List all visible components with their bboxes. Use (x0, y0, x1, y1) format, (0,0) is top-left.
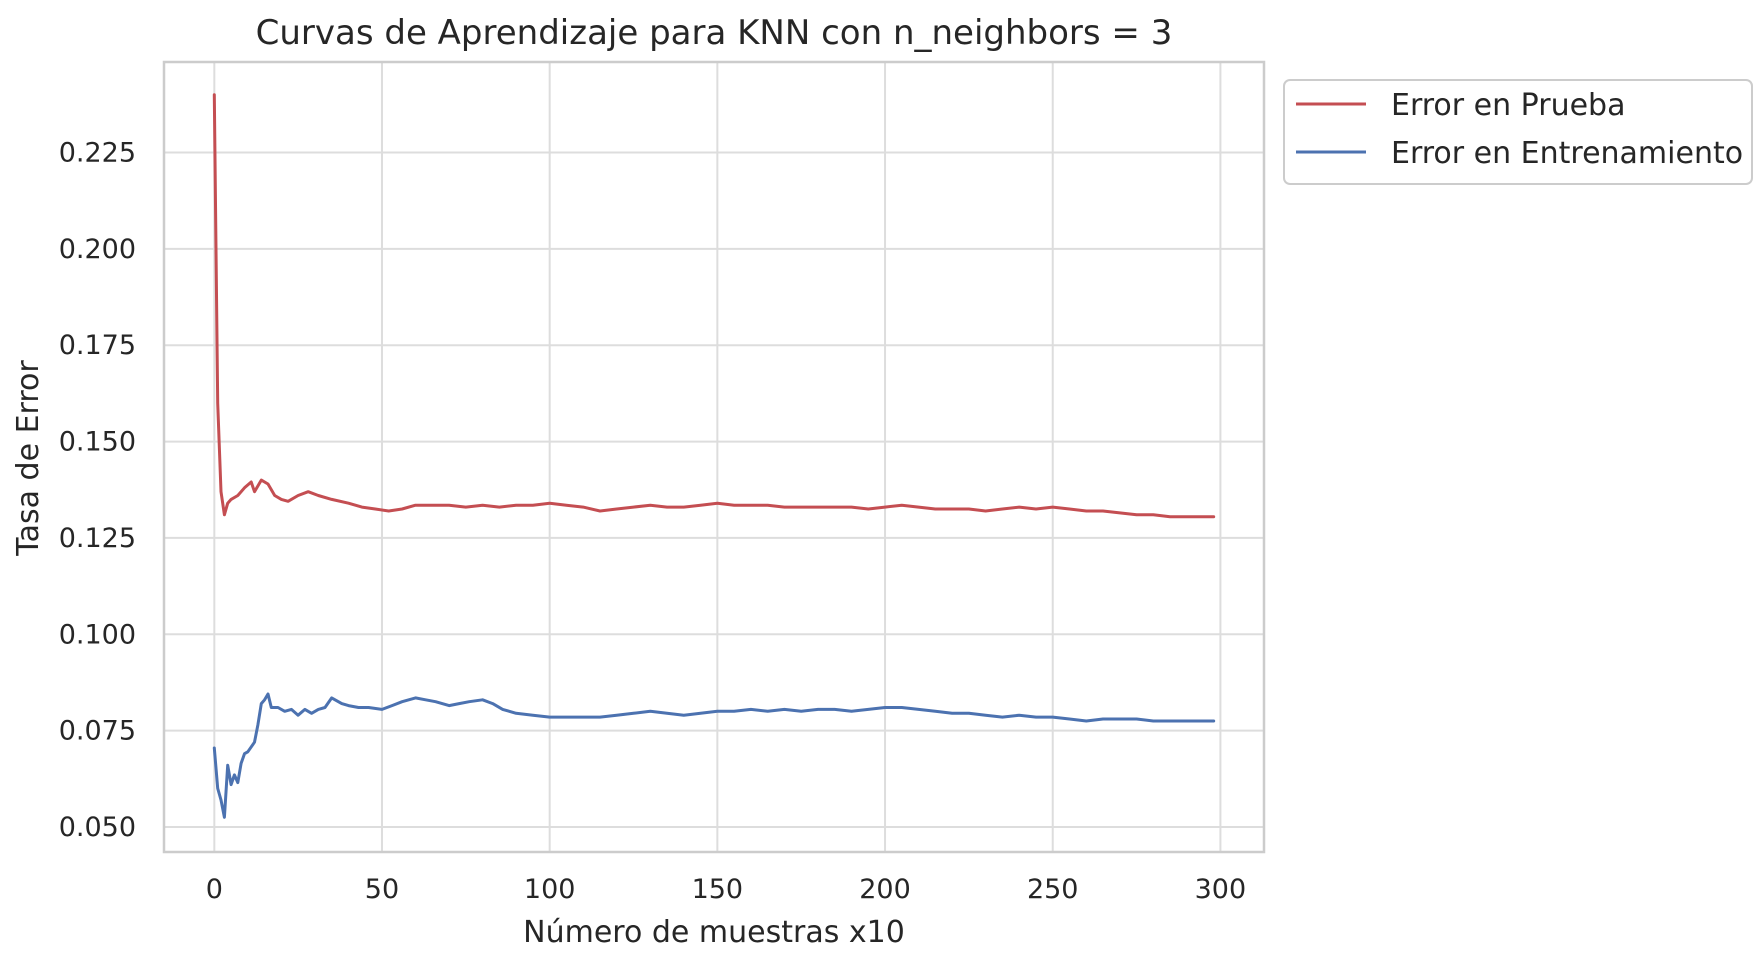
legend-label-error-en-entrenamiento: Error en Entrenamiento (1391, 136, 1743, 171)
grid (164, 62, 1264, 852)
y-tick-label: 0.150 (59, 427, 136, 458)
series-line-error-en-entrenamiento (212, 692, 1216, 819)
series-line-error-en-prueba (212, 93, 1216, 519)
y-axis-title: Tasa de Error (11, 360, 46, 557)
x-tick-label: 0 (206, 874, 223, 905)
legend-label-error-en-prueba: Error en Prueba (1391, 88, 1625, 123)
x-tick-label: 50 (365, 874, 399, 905)
x-tick-label: 250 (1027, 874, 1079, 905)
y-tick-label: 0.075 (59, 716, 136, 747)
x-tick-label: 200 (859, 874, 911, 905)
x-axis-title: Número de muestras x10 (523, 915, 905, 950)
y-tick-label: 0.200 (59, 234, 136, 265)
x-tick-label: 300 (1195, 874, 1247, 905)
legend-box (1283, 79, 1753, 185)
plot-area (164, 62, 1264, 852)
x-tick-labels: 0 50 100 150 200 250 300 (206, 874, 1246, 905)
y-tick-label: 0.050 (59, 812, 136, 843)
series-lines (212, 93, 1216, 819)
y-tick-label: 0.175 (59, 330, 136, 361)
plot-frame (162, 60, 1266, 854)
y-tick-label: 0.125 (59, 523, 136, 554)
y-tick-label: 0.100 (59, 619, 136, 650)
x-tick-label: 100 (524, 874, 576, 905)
chart-title: Curvas de Aprendizaje para KNN con n_nei… (256, 13, 1173, 53)
legend: Error en Prueba Error en Entrenamiento (1283, 79, 1753, 185)
y-tick-label: 0.225 (59, 138, 136, 169)
y-tick-labels: 0.050 0.075 0.100 0.125 0.150 0.175 0.200 0.225 (59, 138, 136, 843)
x-tick-label: 150 (692, 874, 744, 905)
